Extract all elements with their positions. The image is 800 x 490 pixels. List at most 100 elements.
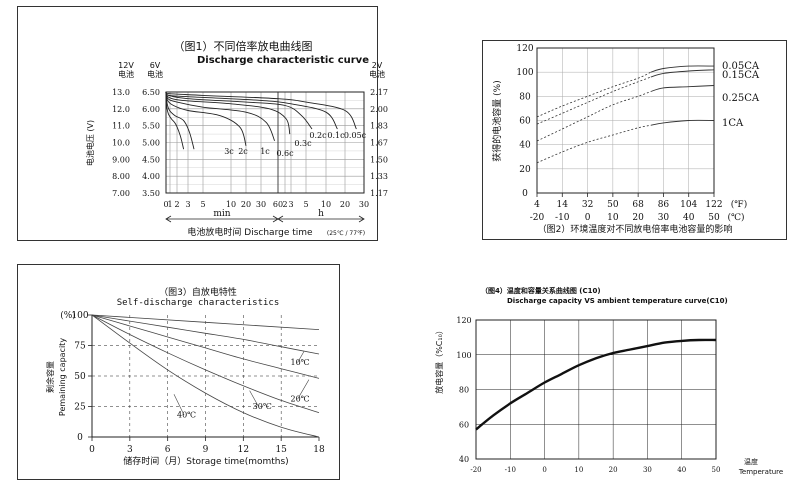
fig1-xtick: 2 — [282, 200, 287, 209]
fig1-xtick: 10 — [226, 200, 236, 209]
fig1-ylabel: 电池电压 (V) — [85, 120, 95, 166]
fig3-series-20℃ — [91, 314, 320, 379]
fig3-ytick: 50 — [74, 372, 86, 382]
fig3-subtitle: Self-discharge characteristics — [117, 298, 280, 308]
fig1-series-label: 0.6c — [276, 149, 294, 158]
fig4-ytick: 60 — [459, 420, 469, 429]
fig1-chart: （图1）不同倍率放电曲线图 Discharge characteristic cu… — [85, 39, 388, 238]
fig4-xtick: 30 — [643, 466, 652, 474]
fig4-xtick: 0 — [542, 466, 546, 474]
fig3-yunit: (%) — [60, 310, 76, 321]
fig1-xtick: 20 — [241, 200, 251, 209]
fig1-tick-12v: 12.0 — [112, 105, 130, 114]
fig2-ytick: 60 — [519, 117, 531, 127]
fig1-series-2c — [165, 93, 195, 150]
fig1-segment-label: min — [213, 209, 230, 219]
fig1-axis-6v-title: 6V — [150, 61, 161, 70]
fig4-xtick: -20 — [470, 466, 481, 474]
fig1-xtick: 30 — [359, 200, 369, 209]
fig3-series-top — [91, 314, 320, 330]
fig4-panel: （图4）温度和容量关系曲线图 (C10) Discharge capacity V… — [424, 280, 796, 485]
fig4-xtick: 20 — [609, 466, 618, 474]
fig1-series-label: 3c — [224, 147, 234, 156]
fig2-xtick-f: 68 — [632, 200, 644, 210]
fig1-series-1c — [165, 91, 247, 147]
fig2-xtick-f: 86 — [658, 200, 670, 210]
fig1-series-label: 0.05c — [344, 131, 367, 140]
fig1-tick-12v: 10.0 — [112, 139, 130, 148]
fig4-chart: （图4）温度和容量关系曲线图 (C10) Discharge capacity V… — [434, 286, 783, 476]
fig2-series-label: 0.25CA — [722, 93, 760, 104]
fig1-xtick: 5 — [303, 200, 308, 209]
fig2-xtick-c: 30 — [658, 213, 670, 223]
fig3-ylabel-en: Pemaining capacity — [58, 338, 67, 416]
fig1-panel: （图1）不同倍率放电曲线图 Discharge characteristic cu… — [17, 6, 388, 241]
fig2-xtick-c: -20 — [530, 213, 545, 223]
fig2-series-0.15CA-dashed — [536, 76, 651, 125]
fig3-label-leader — [297, 379, 310, 400]
fig3-ytick: 0 — [77, 433, 83, 443]
fig2-series-0.25CA-dashed — [536, 91, 651, 142]
fig2-series-1CA — [650, 119, 715, 126]
fig1-axis-12v-title: 电池 — [118, 69, 134, 79]
fig2-ytick: 80 — [519, 92, 531, 102]
fig3-ytick: 100 — [71, 311, 88, 321]
fig3-xtick: 15 — [275, 445, 287, 455]
fig1-tick-12v: 8.00 — [112, 172, 130, 181]
fig2-series-label: 0.05CA — [722, 61, 760, 72]
fig2-xtick-c: 10 — [607, 213, 619, 223]
fig3-label-leader — [173, 394, 185, 416]
fig3-title: （图3）自放电特性 — [159, 286, 237, 298]
fig2-xtick-f: 122 — [705, 200, 722, 210]
fig3-series-10℃ — [91, 314, 320, 355]
fig1-tick-2v: 1.33 — [370, 172, 388, 181]
fig3-ylabel-cn: 剩余容量 — [45, 361, 55, 393]
fig2-xtick-c: 0 — [585, 213, 591, 223]
fig4-subtitle: Discharge capacity VS ambient temperatur… — [507, 297, 728, 305]
fig3-ytick: 75 — [74, 342, 86, 352]
fig1-tick-6v: 6.00 — [142, 105, 160, 114]
fig1-tick-2v: 2.17 — [370, 88, 388, 97]
fig1-axis-2v-title: 2V — [372, 61, 383, 70]
fig2-series-0.25CA — [650, 85, 715, 92]
fig2-xtick-c: -10 — [555, 213, 570, 223]
fig2-title: （图2）环境温度对不同放电倍率电池容量的影响 — [538, 223, 733, 235]
fig3-ytick: 25 — [74, 403, 86, 413]
fig1-tick-12v: 9.00 — [112, 155, 130, 164]
fig3-series-label: 30℃ — [253, 402, 272, 411]
fig4-ytick: 40 — [459, 455, 469, 464]
fig4-xtick: 40 — [677, 466, 686, 474]
fig2-series-label: 1CA — [722, 118, 744, 129]
fig1-axis-6v-title: 电池 — [147, 69, 163, 79]
fig3-label-leader — [249, 390, 259, 407]
fig1-series-label: 0.2c — [309, 131, 327, 140]
fig3-label-leader — [297, 351, 305, 363]
fig1-tick-6v: 4.50 — [142, 155, 160, 164]
fig1-series-0.6c — [165, 91, 276, 141]
fig1-xnote: (25℃ / 77℉) — [327, 230, 365, 237]
fig4-title: （图4）温度和容量关系曲线图 (C10) — [481, 286, 601, 295]
fig2-ytick: 0 — [522, 189, 528, 199]
fig3-xtick: 0 — [89, 445, 95, 455]
fig3-xtick: 3 — [127, 445, 133, 455]
fig4-ytick: 120 — [456, 316, 471, 325]
fig3-panel: （图3）自放电特性 Self-discharge characteristics (… — [17, 264, 340, 480]
fig2-xtick-f: 14 — [557, 200, 569, 210]
fig2-xtick-f: 104 — [680, 200, 697, 210]
fig2-series-0.15CA — [650, 69, 715, 78]
fig1-xtick: 3 — [288, 200, 293, 209]
fig4-xtick: -10 — [505, 466, 516, 474]
fig3-xtick: 6 — [165, 445, 171, 455]
fig1-series-0.1c — [165, 91, 338, 130]
fig2-ytick: 40 — [519, 141, 531, 151]
fig1-series-label: 0.1c — [327, 131, 345, 140]
fig1-tick-2v: 1.67 — [370, 139, 388, 148]
fig2-xunit-f: (℉) — [731, 199, 747, 210]
fig1-axis-12v-title: 12V — [118, 61, 134, 70]
fig2-xtick-f: 4 — [534, 200, 540, 210]
fig1-tick-12v: 7.00 — [112, 189, 130, 198]
fig1-xtick: 1 — [167, 200, 172, 209]
fig1-series-0.3c — [165, 91, 291, 135]
fig1-series-label: 0.3c — [294, 139, 312, 148]
fig1-plot-frame — [165, 91, 365, 194]
